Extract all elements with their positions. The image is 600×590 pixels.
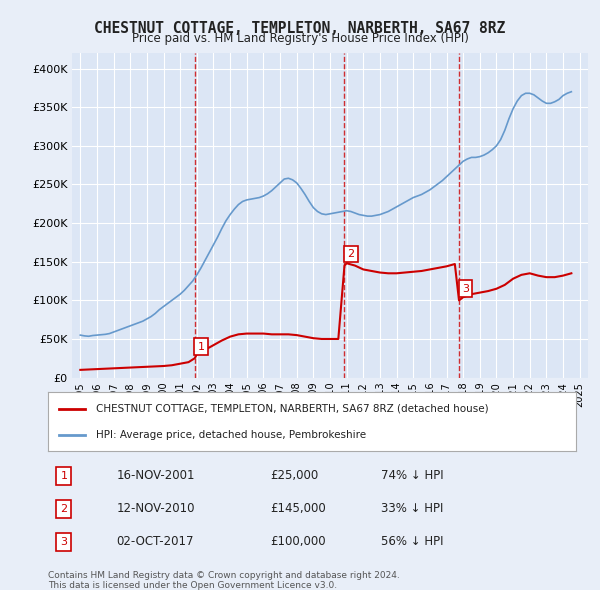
Text: 33% ↓ HPI: 33% ↓ HPI xyxy=(380,502,443,516)
Text: CHESTNUT COTTAGE, TEMPLETON, NARBERTH, SA67 8RZ: CHESTNUT COTTAGE, TEMPLETON, NARBERTH, S… xyxy=(94,21,506,35)
Text: 02-OCT-2017: 02-OCT-2017 xyxy=(116,535,194,549)
Text: £25,000: £25,000 xyxy=(270,469,318,483)
Text: HPI: Average price, detached house, Pembrokeshire: HPI: Average price, detached house, Pemb… xyxy=(95,430,365,440)
Text: 3: 3 xyxy=(462,284,469,294)
Text: 74% ↓ HPI: 74% ↓ HPI xyxy=(380,469,443,483)
Text: This data is licensed under the Open Government Licence v3.0.: This data is licensed under the Open Gov… xyxy=(48,581,337,589)
Text: £145,000: £145,000 xyxy=(270,502,326,516)
Text: Contains HM Land Registry data © Crown copyright and database right 2024.: Contains HM Land Registry data © Crown c… xyxy=(48,571,400,580)
Text: 1: 1 xyxy=(61,471,67,481)
Text: CHESTNUT COTTAGE, TEMPLETON, NARBERTH, SA67 8RZ (detached house): CHESTNUT COTTAGE, TEMPLETON, NARBERTH, S… xyxy=(95,404,488,414)
Text: 1: 1 xyxy=(198,342,205,352)
Text: 2: 2 xyxy=(60,504,67,514)
Text: Price paid vs. HM Land Registry's House Price Index (HPI): Price paid vs. HM Land Registry's House … xyxy=(131,32,469,45)
Text: 56% ↓ HPI: 56% ↓ HPI xyxy=(380,535,443,549)
Text: 3: 3 xyxy=(61,537,67,547)
Text: £100,000: £100,000 xyxy=(270,535,325,549)
Text: 2: 2 xyxy=(347,249,355,259)
Text: 12-NOV-2010: 12-NOV-2010 xyxy=(116,502,195,516)
Text: 16-NOV-2001: 16-NOV-2001 xyxy=(116,469,195,483)
